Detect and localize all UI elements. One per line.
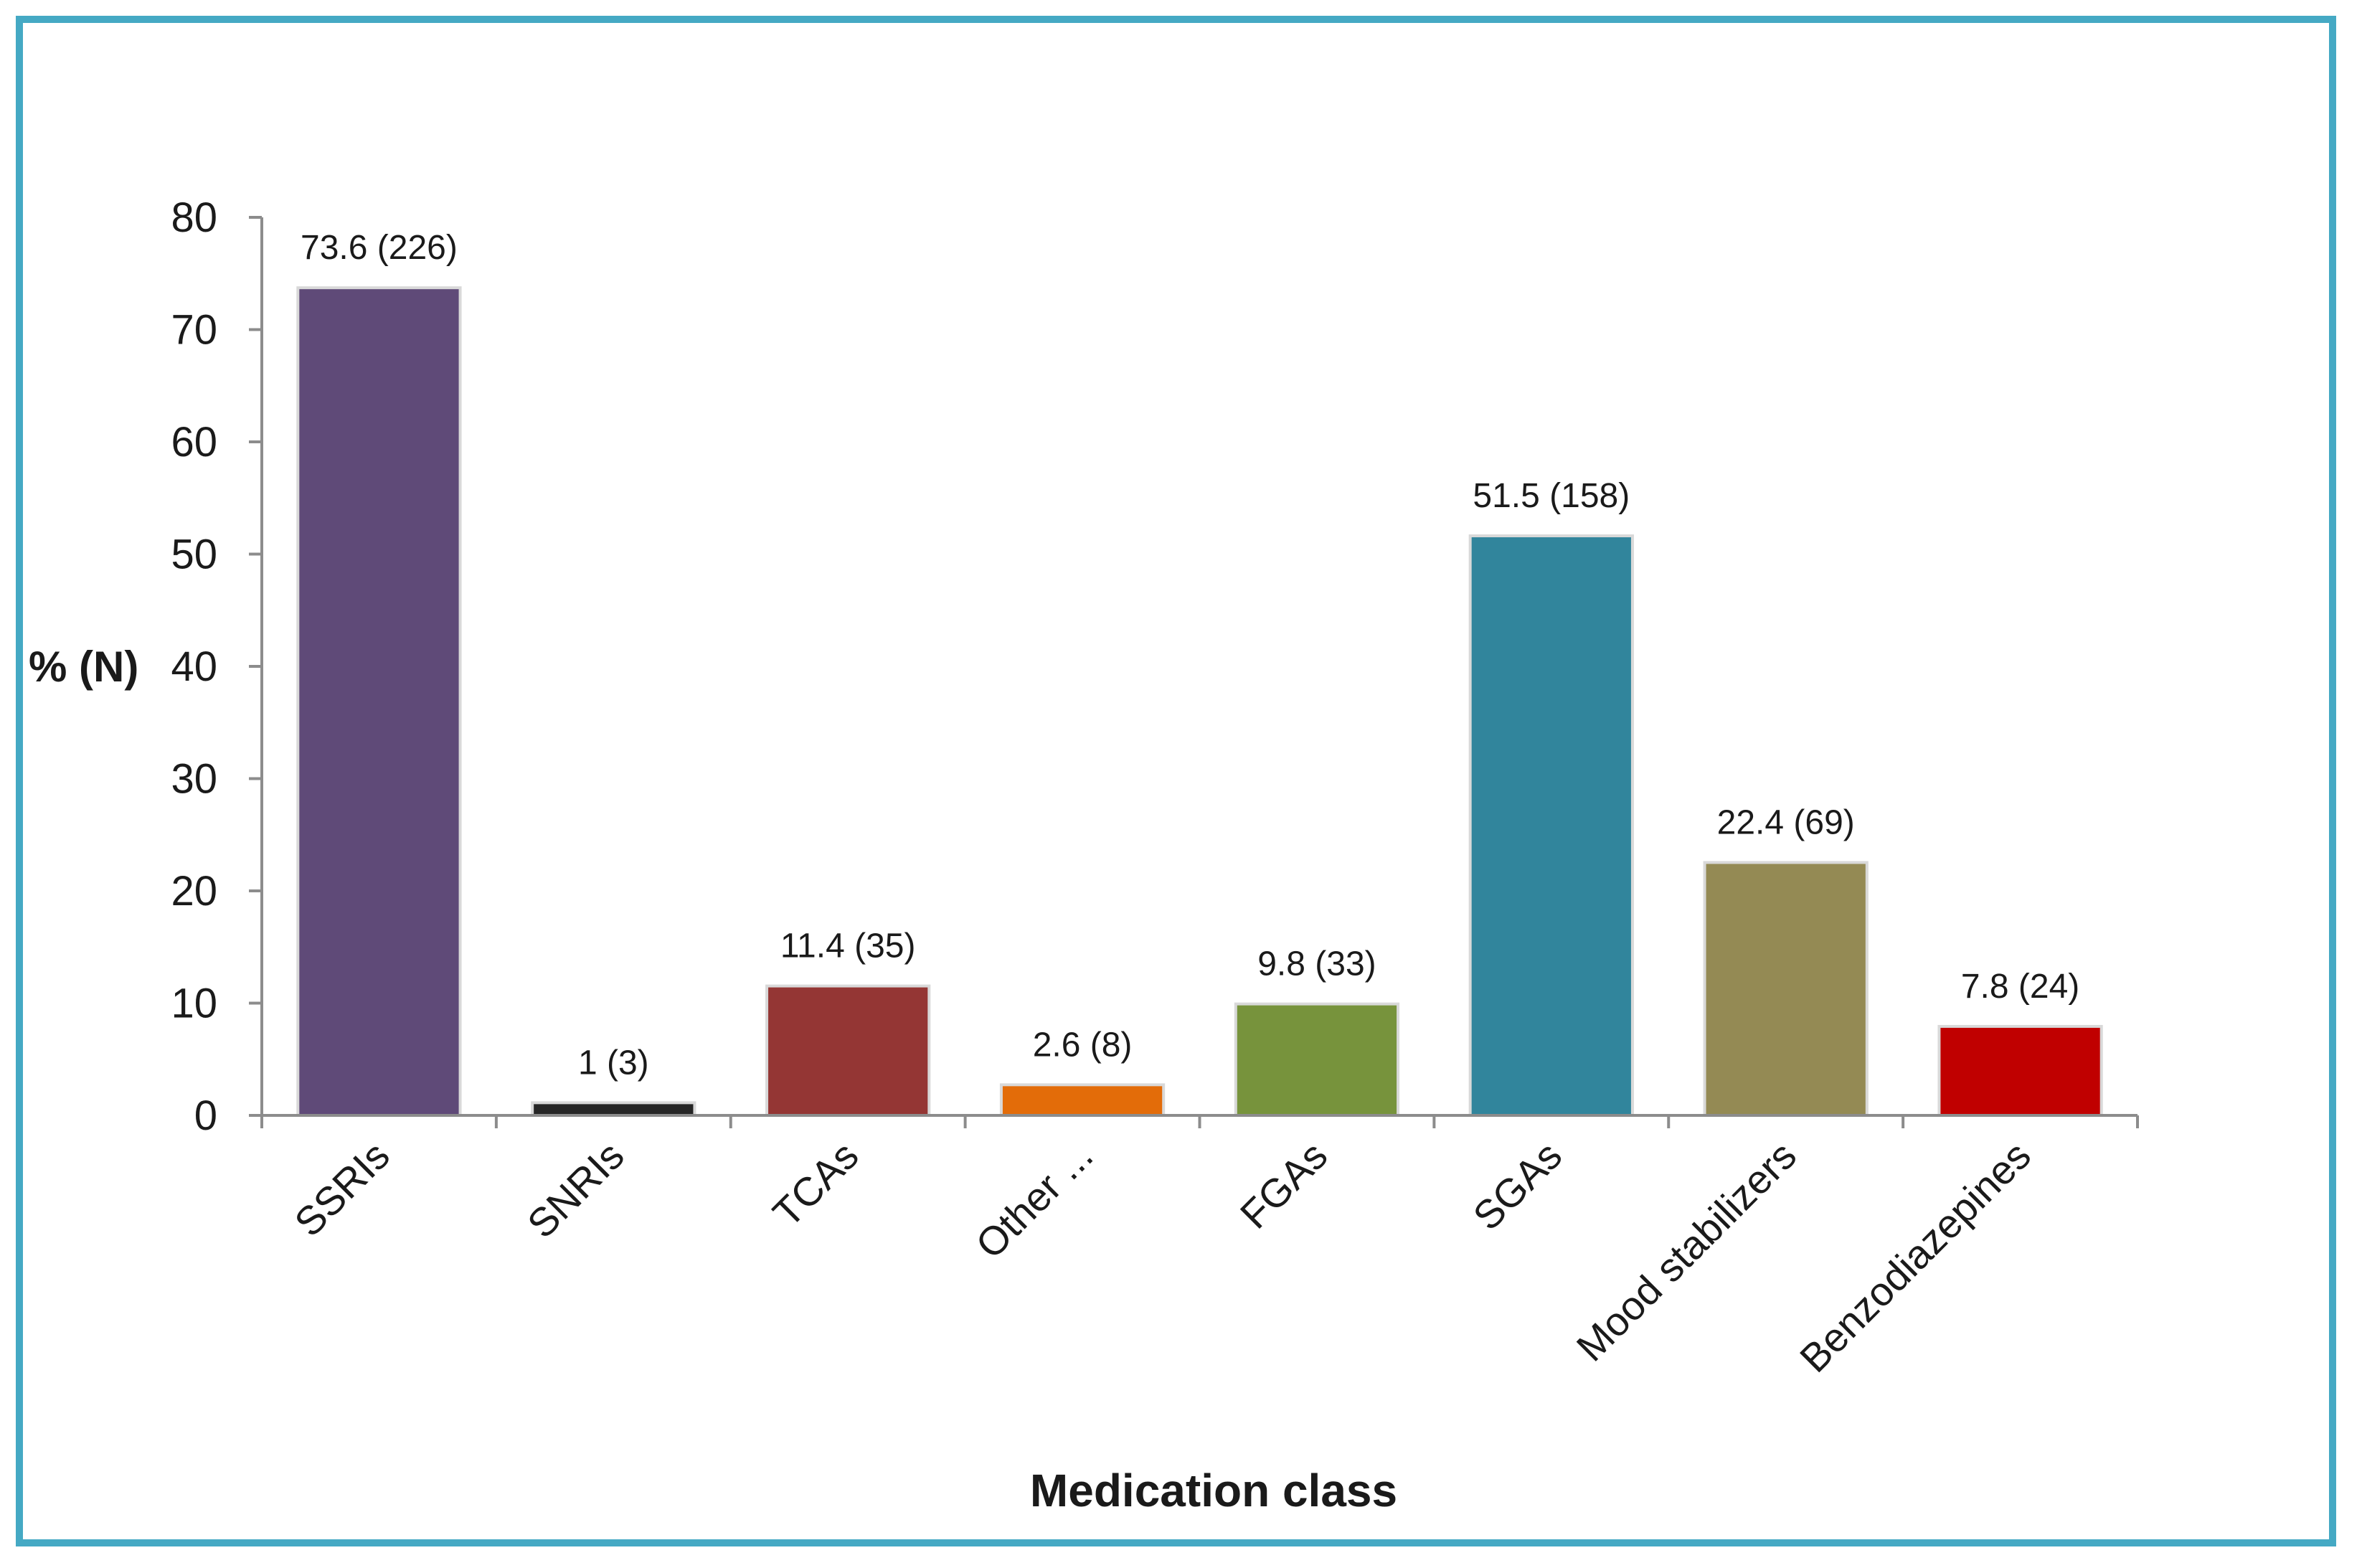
bar-7: [1940, 1027, 2100, 1115]
y-tick-label: 0: [194, 1092, 217, 1139]
data-label: 1 (3): [578, 1044, 649, 1082]
data-label: 9.8 (33): [1257, 945, 1376, 983]
y-tick-label: 10: [171, 981, 217, 1027]
y-tick-label: 70: [171, 307, 217, 354]
y-tick-label: 20: [171, 868, 217, 915]
data-label: 2.6 (8): [1033, 1026, 1133, 1064]
bars-layer: [296, 286, 2103, 1115]
x-axis-title: Medication class: [1030, 1465, 1397, 1516]
bar-1: [534, 1104, 694, 1115]
data-label: 22.4 (69): [1717, 803, 1855, 841]
bar-3: [1002, 1086, 1163, 1115]
x-tick-label: TCAs: [764, 1133, 867, 1236]
y-axis-title: % (N): [29, 643, 138, 691]
axis-layer: [249, 216, 2139, 1128]
data-label: 73.6 (226): [301, 229, 458, 267]
bar-2: [768, 987, 928, 1115]
x-tick-label: Other ...: [967, 1133, 1102, 1267]
x-tick-label: FGAs: [1232, 1133, 1336, 1237]
bar-4: [1237, 1005, 1397, 1115]
bar-0: [299, 289, 459, 1115]
y-tick-label: 40: [171, 643, 217, 690]
data-label: 7.8 (24): [1961, 968, 2079, 1006]
x-tick-label: Mood stabilizers: [1568, 1133, 1805, 1370]
y-tick-label: 50: [171, 532, 217, 578]
bar-5: [1471, 537, 1631, 1115]
x-tick-label: SGAs: [1464, 1133, 1570, 1239]
data-label: 11.4 (35): [780, 927, 916, 965]
x-tick-label: SNRIs: [519, 1133, 633, 1247]
bar-6: [1706, 864, 1866, 1115]
x-tick-label: Benzodiazepines: [1791, 1133, 2039, 1381]
y-tick-label: 80: [171, 194, 217, 241]
data-label: 51.5 (158): [1473, 477, 1630, 515]
y-tick-label: 60: [171, 419, 217, 466]
x-tick-label: SSRIs: [285, 1133, 398, 1245]
y-tick-label: 30: [171, 756, 217, 803]
